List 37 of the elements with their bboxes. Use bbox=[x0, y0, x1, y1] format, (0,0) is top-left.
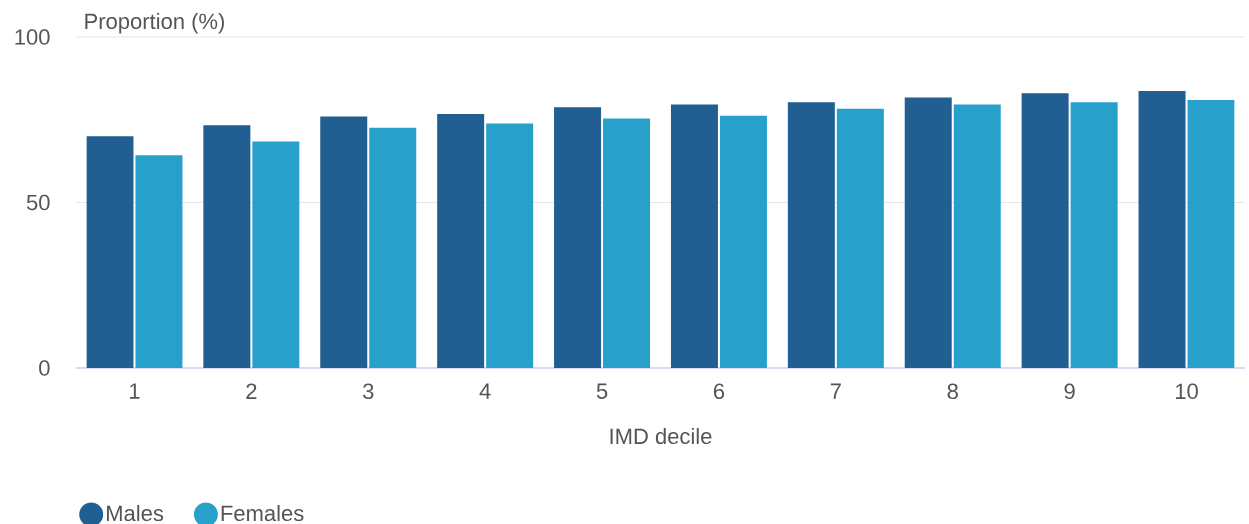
bar bbox=[603, 118, 651, 368]
bar bbox=[670, 104, 718, 368]
bar bbox=[554, 107, 602, 368]
bar bbox=[486, 123, 534, 368]
x-tick-label: 8 bbox=[947, 383, 958, 400]
bar bbox=[719, 115, 767, 368]
bar bbox=[320, 116, 368, 368]
x-tick-label: 5 bbox=[596, 383, 608, 399]
bar bbox=[135, 155, 183, 368]
x-tick-label: 2 bbox=[246, 383, 257, 399]
y-tick-label: 100 bbox=[15, 29, 50, 45]
y-tick-label: 0 bbox=[39, 360, 50, 376]
legend-label: Females bbox=[221, 504, 304, 522]
bar bbox=[203, 125, 251, 368]
y-axis-title: Proportion (%) bbox=[85, 12, 224, 34]
x-tick-label: 4 bbox=[479, 383, 491, 399]
bar bbox=[1070, 102, 1118, 368]
x-tick-label: 7 bbox=[830, 383, 841, 399]
bar bbox=[836, 108, 884, 368]
x-axis-title: IMD decile bbox=[610, 427, 712, 445]
x-tick-label: 1 bbox=[130, 383, 140, 399]
bar bbox=[1138, 90, 1186, 368]
x-tick-label: 6 bbox=[713, 383, 725, 400]
legend-label: Males bbox=[107, 504, 164, 522]
bar bbox=[252, 141, 300, 368]
bar bbox=[437, 114, 485, 368]
bar bbox=[1021, 93, 1069, 368]
bar bbox=[787, 102, 835, 368]
bar bbox=[1187, 99, 1235, 368]
y-tick-label: 50 bbox=[26, 194, 50, 211]
x-tick-label: 10 bbox=[1175, 383, 1198, 400]
bar bbox=[86, 136, 134, 368]
bar bbox=[953, 104, 1001, 368]
bar bbox=[904, 97, 952, 368]
x-tick-label: 9 bbox=[1064, 383, 1075, 400]
x-tick-label: 3 bbox=[362, 383, 374, 400]
bar bbox=[369, 127, 417, 368]
